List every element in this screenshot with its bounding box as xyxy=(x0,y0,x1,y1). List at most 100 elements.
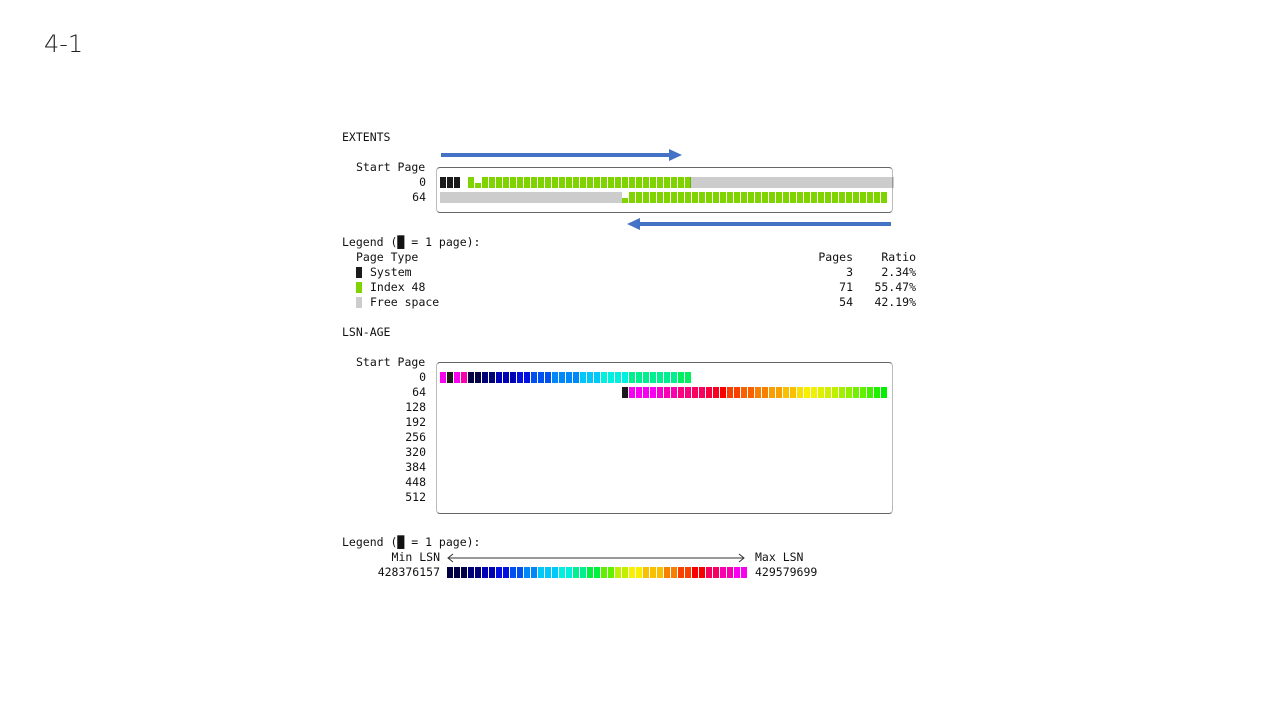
lsn-scale-cell xyxy=(573,567,579,578)
legend-row-name: Index 48 xyxy=(370,280,426,294)
lsn-page-cell xyxy=(783,387,789,398)
lsn-map-frame xyxy=(436,362,893,514)
lsn-row-label: 128 xyxy=(405,400,426,414)
index-page-cell xyxy=(559,177,565,188)
index-page-cell xyxy=(832,192,838,203)
lsn-page-cell xyxy=(846,387,852,398)
lsn-page-cell xyxy=(811,387,817,398)
lsn-scale-cell xyxy=(447,567,453,578)
lsn-page-cell xyxy=(643,387,649,398)
lsn-page-cell xyxy=(755,387,761,398)
lsn-scale-cell xyxy=(517,567,523,578)
index-page-cell xyxy=(727,192,733,203)
lsn-scale-cell xyxy=(454,567,460,578)
min-lsn-label: Min LSN xyxy=(391,550,440,564)
lsn-scale-cell xyxy=(622,567,628,578)
lsn-page-cell xyxy=(741,387,747,398)
legend-header-type: Page Type xyxy=(356,250,419,264)
index-page-cell xyxy=(643,177,649,188)
lsn-page-cell xyxy=(601,372,607,383)
forward-arrow-icon xyxy=(441,149,682,161)
index-page-cell xyxy=(755,192,761,203)
lsn-page-cell xyxy=(650,387,656,398)
lsn-page-cell xyxy=(748,387,754,398)
lsn-page-cell xyxy=(615,372,621,383)
lsn-legend-title: Legend (█ = 1 page): xyxy=(342,535,481,549)
lsn-page-cell xyxy=(468,372,474,383)
extents-row-64 xyxy=(440,192,892,203)
index-page-cell xyxy=(580,177,586,188)
index-page-cell xyxy=(853,192,859,203)
index-page-cell xyxy=(636,177,642,188)
index-page-cell xyxy=(664,192,670,203)
lsn-row-label: 320 xyxy=(405,445,426,459)
index-page-cell xyxy=(748,192,754,203)
lsn-scale-cell xyxy=(531,567,537,578)
lsn-page-cell xyxy=(517,372,523,383)
system-swatch-icon xyxy=(356,267,362,278)
lsn-scale-cell xyxy=(482,567,488,578)
lsn-scale-cell xyxy=(580,567,586,578)
lsn-page-cell xyxy=(678,387,684,398)
index-page-cell xyxy=(489,177,495,188)
index-page-cell xyxy=(678,177,684,188)
lsn-row-label: 192 xyxy=(405,415,426,429)
lsn-page-cell xyxy=(762,387,768,398)
lsn-page-cell xyxy=(629,372,635,383)
lsn-scale-cell xyxy=(685,567,691,578)
extents-row-label: 64 xyxy=(412,190,426,204)
index-page-cell xyxy=(825,192,831,203)
lsn-page-cell xyxy=(510,372,516,383)
index-page-cell xyxy=(860,192,866,203)
lsn-scale-cell xyxy=(524,567,530,578)
lsn-page-cell xyxy=(496,372,502,383)
index-page-cell xyxy=(538,177,544,188)
index-page-cell xyxy=(678,192,684,203)
legend-row-name: System xyxy=(370,265,412,279)
lsn-row-label: 0 xyxy=(419,370,426,384)
index-page-cell xyxy=(573,177,579,188)
legend-row-name: Free space xyxy=(370,295,440,309)
lsn-color-scale xyxy=(447,567,747,578)
legend-row-pages: 3 xyxy=(846,265,853,279)
lsn-scale-cell xyxy=(475,567,481,578)
lsn-page-cell xyxy=(867,387,873,398)
index-page-cell xyxy=(804,192,810,203)
lsn-page-cell xyxy=(566,372,572,383)
max-lsn-label: Max LSN xyxy=(755,550,804,564)
lsn-age-heading: LSN-AGE xyxy=(342,325,391,339)
index-page-cell xyxy=(685,177,691,188)
lsn-scale-cell xyxy=(503,567,509,578)
lsn-page-cell xyxy=(825,387,831,398)
index-page-cell xyxy=(706,192,712,203)
lsn-start-page-label: Start Page xyxy=(356,355,426,369)
legend-row-ratio: 55.47% xyxy=(874,280,916,294)
index-page-cell xyxy=(643,192,649,203)
lsn-page-cell xyxy=(839,387,845,398)
lsn-page-cell xyxy=(636,372,642,383)
index-page-cell xyxy=(517,177,523,188)
system-page-cell xyxy=(454,177,460,188)
extents-row-label: 0 xyxy=(419,175,426,189)
extents-start-page-label: Start Page xyxy=(356,160,426,174)
lsn-page-cell xyxy=(685,387,691,398)
free-space-region xyxy=(440,192,622,203)
lsn-page-cell xyxy=(797,387,803,398)
index-page-cell xyxy=(671,192,677,203)
lsn-page-cell xyxy=(776,387,782,398)
lsn-page-cell xyxy=(832,387,838,398)
lsn-scale-cell xyxy=(734,567,740,578)
index-page-cell xyxy=(475,183,481,188)
lsn-page-cell xyxy=(720,387,726,398)
lsn-scale-cell xyxy=(496,567,502,578)
index-page-cell xyxy=(790,192,796,203)
index-page-cell xyxy=(713,192,719,203)
index-page-cell xyxy=(496,177,502,188)
max-lsn-value: 429579699 xyxy=(755,565,818,579)
index-page-cell xyxy=(608,177,614,188)
index-page-cell xyxy=(818,192,824,203)
lsn-page-cell xyxy=(804,387,810,398)
lsn-scale-cell xyxy=(727,567,733,578)
index-page-cell xyxy=(650,192,656,203)
system-page-cell xyxy=(447,177,453,188)
